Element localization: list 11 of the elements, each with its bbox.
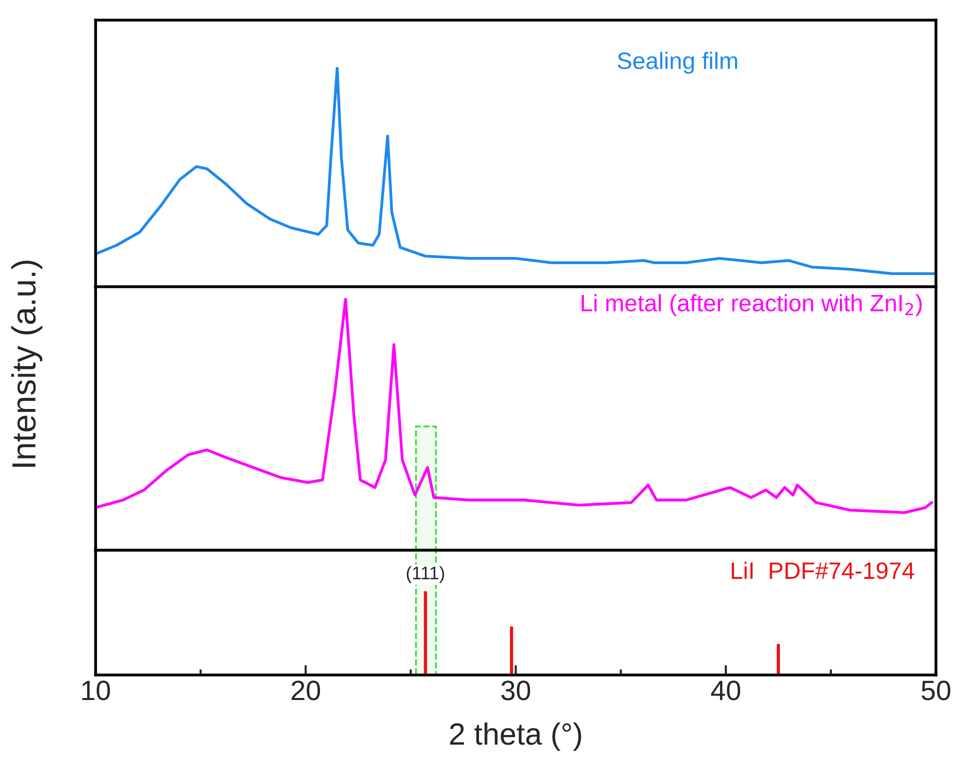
x-tick-label: 20 — [292, 680, 320, 700]
x-tick-label: 10 — [82, 680, 110, 700]
x-tick-label: 30 — [501, 680, 530, 700]
x-tick-label: 40 — [711, 680, 740, 700]
text: LiI PDF#74-1974 — [732, 562, 914, 580]
annotation: (111) — [406, 566, 444, 583]
x-axis-title: 2 theta (°) — [450, 722, 582, 751]
text: Sealing film — [618, 52, 738, 74]
text: Li metal (after reaction with ZnI$_{2}$) — [582, 294, 922, 316]
y-axis-title: Intensity (a.u.) — [11, 260, 42, 467]
x-tick-label: 50 — [922, 680, 950, 700]
